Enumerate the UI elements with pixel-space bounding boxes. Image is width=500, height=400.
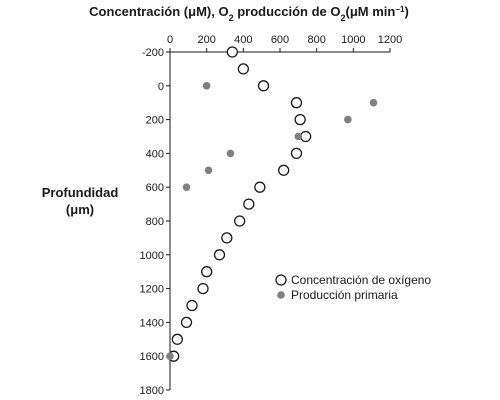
production-point: [294, 132, 303, 141]
oxygen-point: [234, 215, 246, 227]
y-tick-label: 200: [146, 115, 164, 127]
y-tick-label: 1800: [140, 385, 164, 397]
oxygen-point: [201, 266, 213, 278]
y-tick-label: 1000: [140, 250, 164, 262]
y-axis-label-line1: Profundidad: [42, 185, 119, 200]
legend-label: Concentración de oxígeno: [291, 273, 431, 287]
oxygen-point: [290, 147, 303, 160]
y-tick-label: 1600: [140, 351, 164, 363]
oxygen-point: [243, 198, 255, 210]
y-tick-label: -200: [142, 47, 164, 59]
oxygen-point: [221, 232, 233, 244]
production-point: [202, 82, 211, 90]
y-tick-label: 600: [146, 182, 164, 194]
x-tick-label: 1000: [341, 34, 365, 46]
x-tick-label: 800: [307, 34, 325, 46]
oxygen-point: [257, 80, 270, 92]
x-tick-label: 400: [234, 34, 252, 46]
oxygen-point: [186, 299, 198, 312]
oxygen-point: [294, 113, 306, 126]
oxygen-point: [180, 316, 193, 329]
oxygen-point: [300, 130, 312, 143]
production-point: [369, 98, 378, 107]
legend-marker-production: [277, 291, 285, 299]
x-tick-label: 600: [271, 34, 289, 46]
legend-label: Producción primaria: [291, 288, 398, 302]
oxygen-point: [237, 63, 249, 75]
y-axis-label-line2: (μm): [66, 202, 94, 217]
series-oxygen-concentration: [168, 46, 312, 362]
y-tick-label: 800: [146, 216, 164, 228]
oxygen-point: [290, 97, 303, 109]
x-tick-label: 200: [197, 34, 215, 46]
oxygen-point: [254, 181, 266, 193]
oxygen-point: [278, 164, 290, 176]
axes: [169, 51, 390, 390]
y-tick-label: 0: [158, 81, 164, 93]
oxygen-point: [226, 46, 238, 58]
chart-title: Concentración (μM), O2 producción de O2(…: [89, 4, 409, 23]
production-point: [226, 149, 235, 158]
production-point: [182, 183, 191, 191]
y-axis-ticks: -200 0 200 400 600 800 1000 1200 1400 1600 1800: [140, 47, 170, 397]
series-primary-production: [166, 82, 378, 361]
x-axis-ticks: 0 200 400 600 800 1000 1200: [167, 34, 402, 52]
legend-marker-oxygen: [275, 274, 287, 286]
y-tick-label: 1200: [140, 284, 164, 296]
x-tick-label: 0: [167, 34, 173, 46]
data-points: [166, 46, 378, 362]
oxygen-point: [171, 333, 183, 345]
oxygen-point: [197, 282, 209, 295]
production-point: [204, 166, 213, 175]
oxygen-point: [213, 249, 226, 261]
y-tick-label: 400: [146, 148, 164, 160]
x-tick-label: 1200: [378, 34, 402, 46]
production-point: [344, 115, 352, 124]
y-tick-label: 1400: [140, 317, 164, 329]
production-point: [166, 352, 174, 361]
